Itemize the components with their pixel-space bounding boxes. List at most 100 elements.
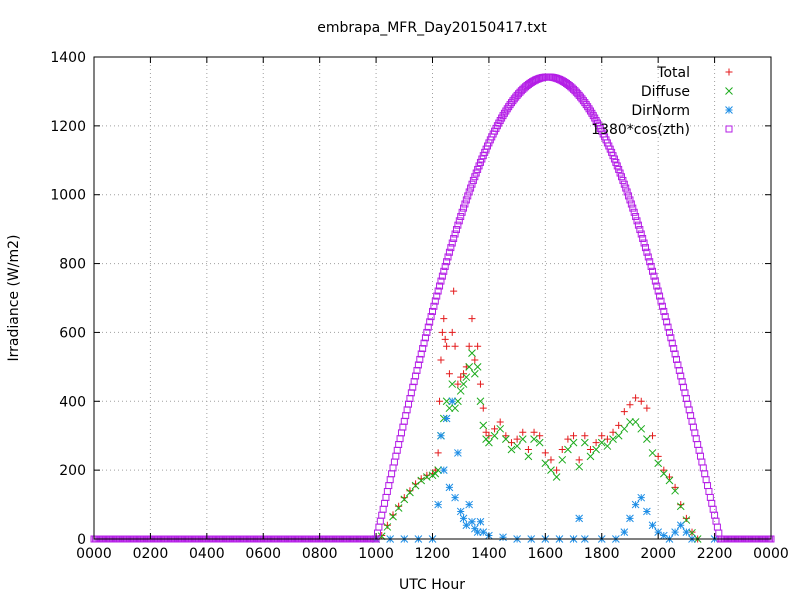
data-point (636, 226, 644, 234)
data-point (471, 356, 479, 364)
y-tick-label: 800 (59, 257, 86, 273)
data-point (513, 435, 521, 443)
data-point (502, 432, 510, 440)
ticks-group: 0000 0200 0400 0600 0800 1000 1200 1400 1600 1800… (50, 50, 788, 562)
data-point (473, 363, 482, 371)
data-point (445, 483, 454, 492)
data-point (613, 162, 621, 170)
data-point (656, 292, 664, 300)
data-point (513, 442, 521, 450)
x-tick-label: 0000 (753, 546, 789, 562)
data-point (660, 307, 668, 315)
data-point (637, 397, 645, 405)
data-point (451, 404, 459, 413)
data-point (445, 404, 454, 413)
data-point (619, 176, 627, 184)
x-axis-label: UTC Hour (399, 577, 465, 593)
data-point (465, 188, 473, 196)
data-point (496, 424, 505, 433)
data-point (436, 397, 444, 405)
data-point (434, 287, 442, 295)
data-point (519, 428, 527, 436)
data-point (668, 339, 676, 347)
data-point (464, 192, 472, 200)
x-tick-label: 0000 (76, 546, 112, 562)
data-point (444, 253, 452, 261)
y-tick-label: 1000 (50, 188, 86, 204)
data-point (441, 335, 449, 343)
series-0 (372, 287, 702, 543)
data-point (629, 204, 637, 212)
data-point (419, 345, 427, 353)
data-point (671, 350, 679, 358)
data-point (472, 169, 480, 177)
data-point (597, 438, 606, 447)
data-point (465, 363, 474, 371)
data-point (630, 208, 638, 216)
data-point (456, 387, 465, 395)
data-point (434, 449, 442, 457)
data-point (479, 528, 488, 536)
data-point (436, 282, 444, 290)
x-tick-label: 1800 (584, 546, 620, 562)
data-point (476, 517, 485, 526)
data-point (575, 462, 584, 471)
data-point (485, 438, 493, 447)
x-tick-label: 0200 (133, 546, 169, 562)
data-point (430, 302, 438, 310)
data-point (653, 282, 661, 290)
data-point (650, 272, 658, 280)
data-point (451, 230, 459, 238)
data-point (420, 339, 428, 347)
data-point (438, 272, 446, 280)
data-point (644, 253, 652, 261)
data-point (651, 277, 659, 285)
data-point (671, 486, 679, 495)
data-point (456, 507, 465, 516)
data-point (461, 200, 469, 208)
data-point (665, 476, 674, 485)
data-point (426, 318, 434, 326)
x-tick-label: 1000 (358, 546, 394, 562)
data-point (429, 307, 436, 315)
data-point (671, 528, 679, 536)
data-point (448, 328, 456, 336)
data-point (438, 328, 446, 336)
data-point (442, 397, 451, 406)
data-point (450, 234, 458, 242)
data-point (454, 380, 462, 388)
data-point (670, 345, 678, 353)
data-point (476, 380, 484, 388)
data-point (416, 355, 424, 363)
data-point (462, 521, 471, 530)
data-point (657, 297, 665, 305)
data-point (547, 466, 555, 474)
data-point (615, 165, 623, 173)
data-point (623, 188, 631, 196)
data-point (632, 213, 640, 221)
x-tick-label: 2000 (640, 546, 676, 562)
data-point (445, 248, 453, 256)
data-point (458, 208, 466, 216)
data-point (433, 292, 441, 300)
data-point (451, 342, 459, 350)
data-point (553, 466, 561, 474)
x-tick-label: 1400 (471, 546, 507, 562)
data-point (535, 438, 544, 447)
data-point (417, 476, 426, 485)
x-tick-label: 1200 (415, 546, 451, 562)
data-point (648, 449, 657, 457)
data-point (451, 493, 459, 502)
data-point (626, 514, 634, 523)
data-point (614, 431, 623, 440)
y-tick-label: 200 (59, 463, 86, 479)
data-point (474, 342, 482, 350)
data-point (468, 517, 476, 526)
data-point (496, 418, 504, 426)
data-point (648, 521, 657, 530)
data-point (383, 523, 392, 531)
data-point (454, 221, 462, 229)
series-1 (372, 349, 702, 543)
data-point (490, 431, 499, 440)
data-point (631, 500, 640, 509)
